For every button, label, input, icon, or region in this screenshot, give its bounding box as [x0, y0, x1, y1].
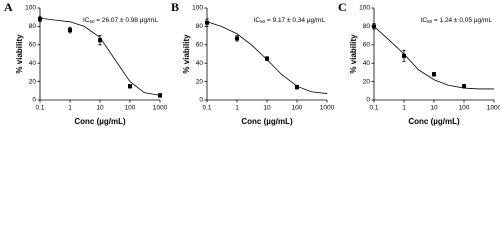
x-axis-label: Conc (µg/mL): [74, 117, 126, 126]
x-tick-label: 10: [430, 105, 438, 112]
point: [402, 53, 406, 58]
x-tick-label: 0.1: [35, 105, 44, 112]
x-tick-label: 10: [96, 105, 104, 112]
y-tick-label: 60: [363, 42, 371, 49]
x-tick-label: 1: [235, 105, 239, 112]
y-tick-label: 60: [29, 42, 37, 49]
x-tick-label: 0.1: [369, 105, 378, 112]
x-tick-label: 1: [68, 105, 72, 112]
point: [372, 24, 376, 29]
point: [295, 85, 299, 90]
y-tick-label: 60: [196, 42, 204, 49]
annotation-part: = 26.07 ± 0.98 µg/mL: [94, 17, 158, 24]
panel-label: B: [171, 0, 179, 14]
annotation-part: IC: [254, 17, 261, 24]
point: [432, 72, 436, 77]
y-tick-label: 80: [363, 23, 371, 30]
point: [462, 84, 466, 89]
x-tick-label: 100: [292, 105, 303, 112]
annotation-part: = 1.24 ± 0.05 µg/mL: [432, 17, 492, 24]
x-tick-label: 1000: [320, 105, 335, 112]
point: [128, 84, 132, 89]
annotation-part: = 9.17 ± 0.34 µg/mL: [265, 17, 325, 24]
fit-curve: [373, 26, 494, 90]
point: [235, 36, 239, 41]
point: [68, 28, 72, 33]
y-tick-label: 40: [363, 60, 371, 67]
point: [205, 20, 209, 25]
y-tick-label: 100: [359, 5, 370, 12]
annotation: IC50 = 1.24 ± 0.05 µg/mL: [421, 17, 493, 24]
y-axis-label: % viability: [349, 34, 358, 74]
x-tick-label: 10: [263, 105, 271, 112]
y-tick-label: 0: [32, 97, 36, 104]
x-tick-label: 1000: [487, 105, 500, 112]
x-tick-label: 0.1: [202, 105, 211, 112]
annotation-part: IC: [421, 17, 428, 24]
x-tick-label: 100: [125, 105, 136, 112]
annotation-part: 50: [260, 19, 266, 24]
x-axis-label: Conc (µg/mL): [408, 117, 460, 126]
fit-curve: [39, 17, 161, 96]
x-tick-label: 100: [459, 105, 470, 112]
x-axis-label: Conc (µg/mL): [241, 117, 293, 126]
y-tick-label: 20: [363, 78, 371, 85]
point: [38, 17, 42, 22]
panel-label: A: [4, 0, 13, 14]
x-tick-label: 1: [402, 105, 406, 112]
y-tick-label: 100: [25, 5, 36, 12]
point: [98, 38, 102, 43]
point: [158, 93, 162, 98]
panel-label: C: [338, 0, 347, 14]
y-tick-label: 80: [29, 23, 37, 30]
y-tick-label: 100: [192, 5, 203, 12]
y-tick-label: 80: [196, 23, 204, 30]
annotation: IC50 = 9.17 ± 0.34 µg/mL: [254, 17, 326, 24]
y-axis-label: % viability: [182, 34, 191, 74]
annotation: IC50 = 26.07 ± 0.98 µg/mL: [83, 17, 158, 24]
y-tick-label: 40: [29, 60, 37, 67]
annotation-part: 50: [427, 19, 433, 24]
y-tick-label: 0: [199, 97, 203, 104]
y-tick-label: 0: [366, 97, 370, 104]
x-tick-label: 1000: [153, 105, 168, 112]
y-tick-label: 20: [196, 78, 204, 85]
annotation-part: IC: [83, 17, 90, 24]
point: [265, 56, 269, 61]
y-tick-label: 20: [29, 78, 37, 85]
annotation-part: 50: [89, 19, 95, 24]
y-tick-label: 40: [196, 60, 204, 67]
y-axis-label: % viability: [15, 34, 24, 74]
